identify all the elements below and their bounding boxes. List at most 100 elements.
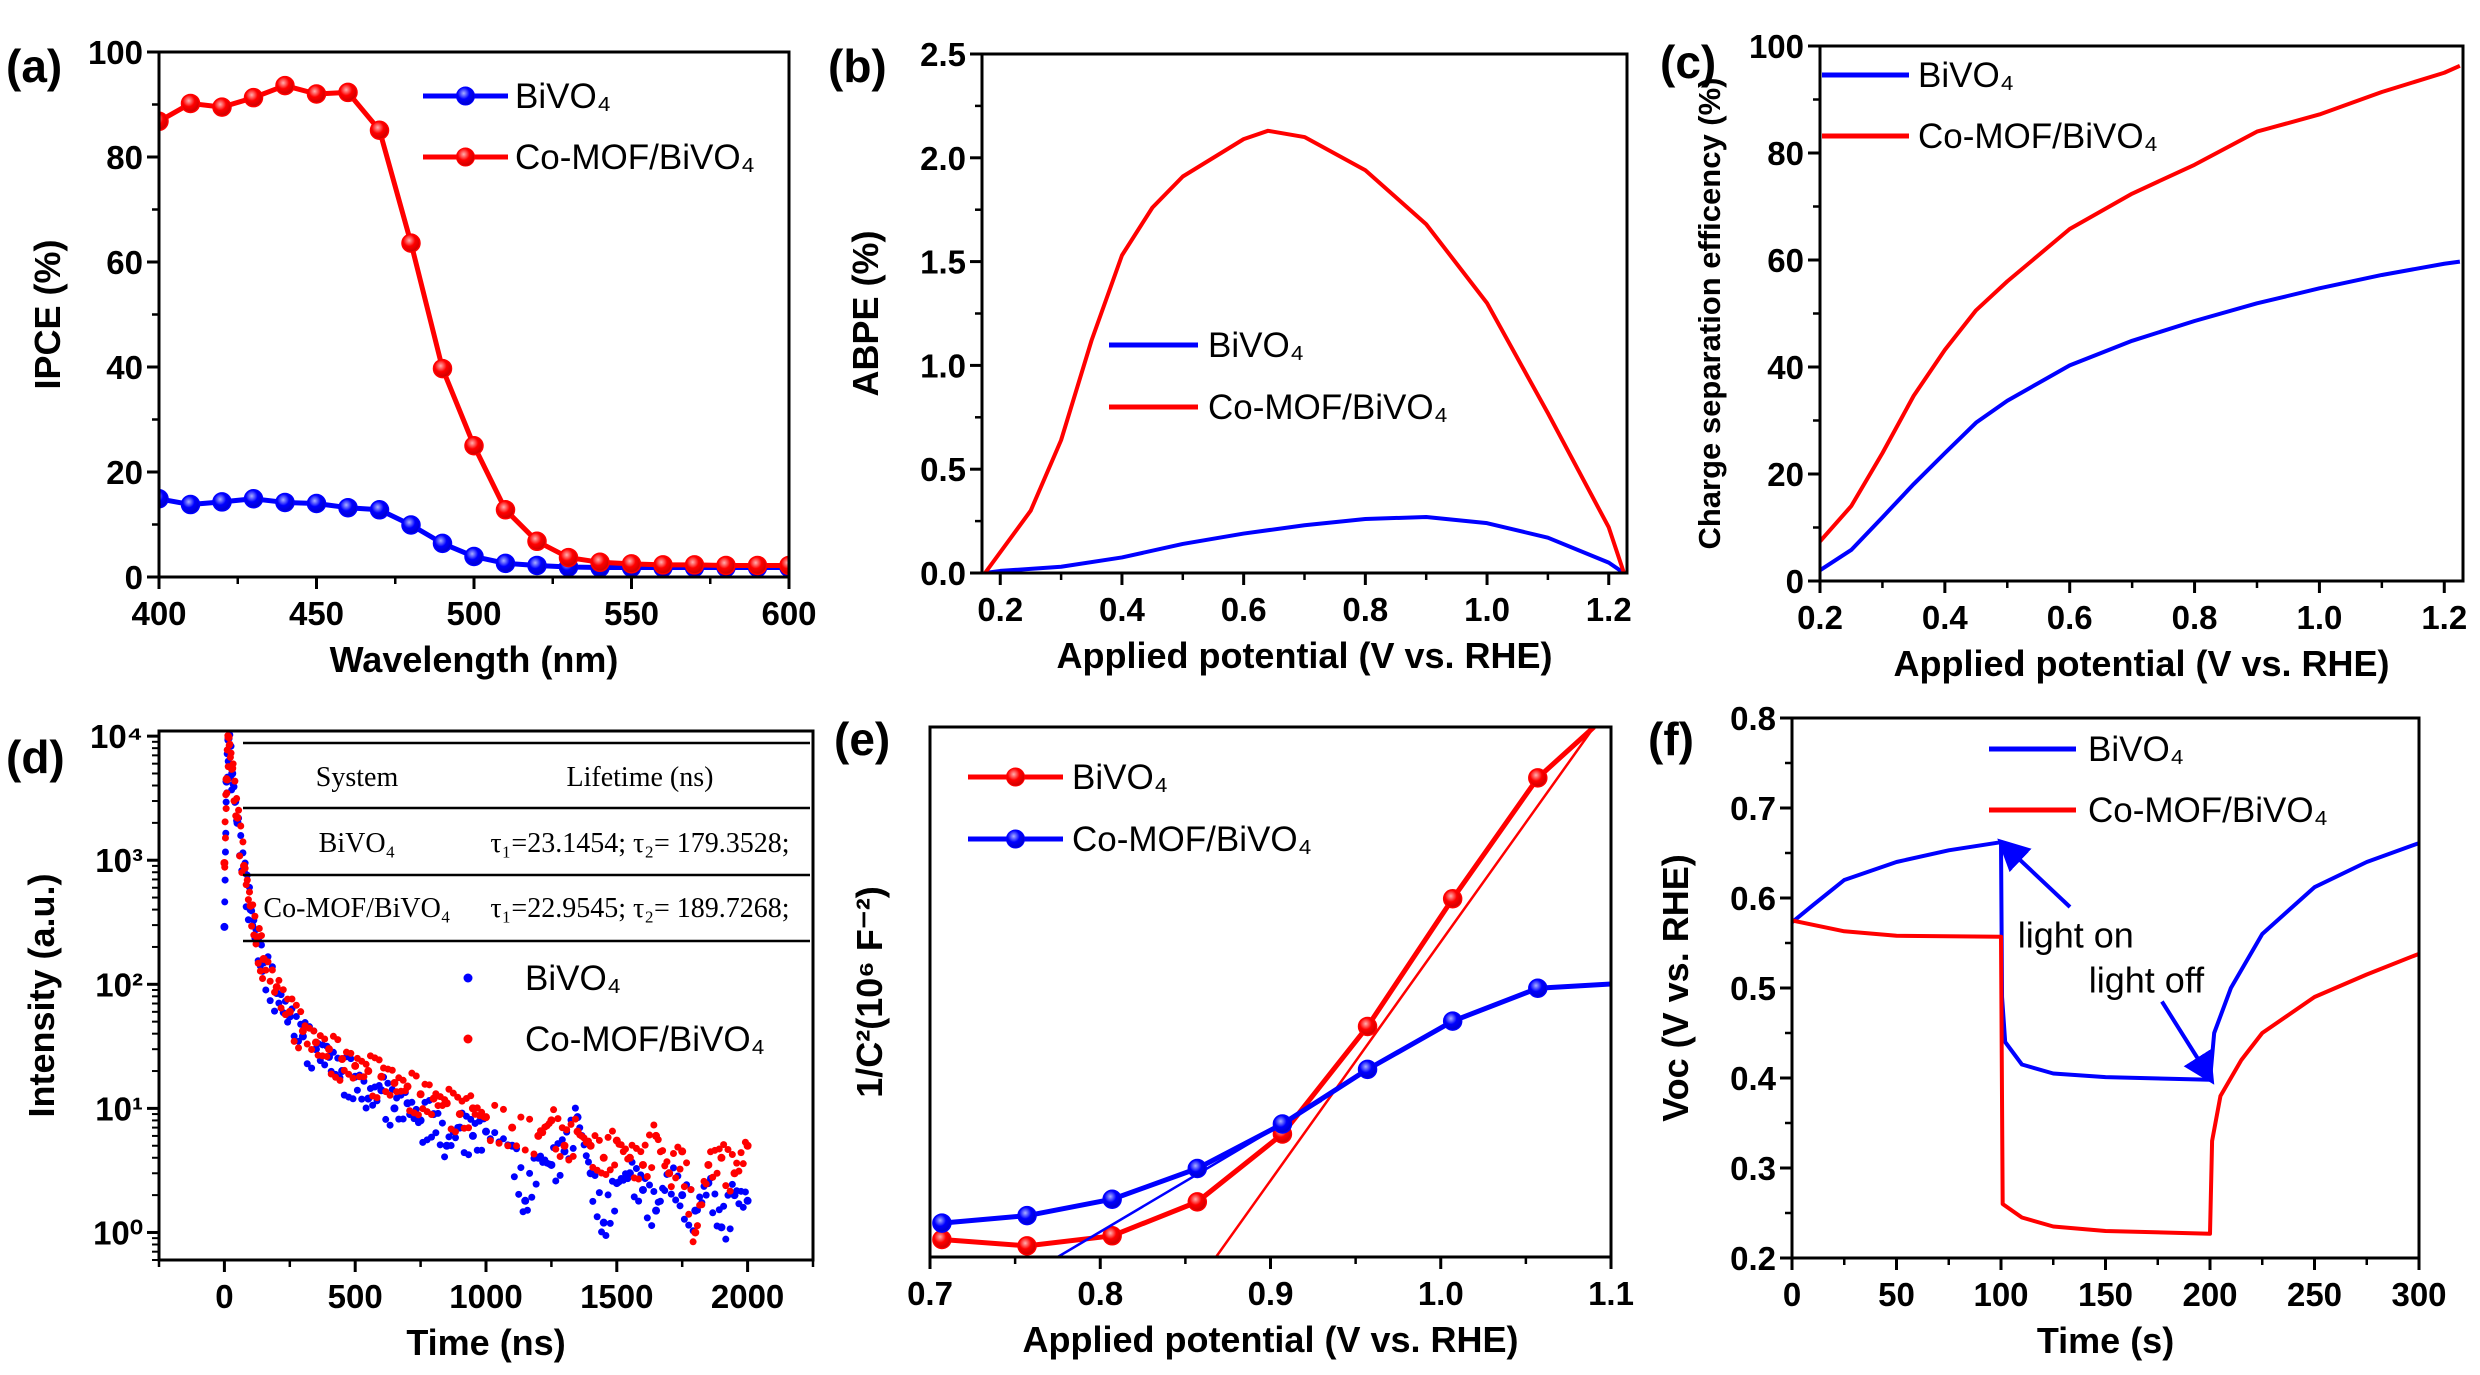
x-tick-label: 550 bbox=[604, 595, 659, 632]
data-point bbox=[739, 1160, 747, 1168]
fit-line bbox=[1215, 727, 1595, 1257]
data-point bbox=[441, 1096, 449, 1104]
data-marker bbox=[1528, 768, 1548, 788]
data-point bbox=[641, 1141, 649, 1149]
data-point bbox=[611, 1161, 619, 1169]
data-marker bbox=[1017, 1236, 1037, 1256]
panel-label: (a) bbox=[6, 40, 62, 92]
legend-marker bbox=[456, 86, 475, 106]
data-point bbox=[248, 922, 256, 930]
data-point bbox=[447, 1141, 455, 1149]
data-point bbox=[499, 1135, 507, 1143]
data-point bbox=[436, 1141, 444, 1149]
x-tick-label: 1.0 bbox=[1418, 1275, 1464, 1312]
data-point bbox=[539, 1129, 547, 1137]
data-point bbox=[271, 988, 279, 996]
annotation-label: light off bbox=[2089, 960, 2205, 1001]
legend: BiVO₄ Co-MOF/BiVO₄ bbox=[1109, 326, 1448, 427]
y-tick-label: 0.7 bbox=[1730, 790, 1776, 827]
data-marker bbox=[716, 555, 736, 576]
legend-marker bbox=[1006, 829, 1025, 849]
data-point bbox=[224, 732, 232, 740]
y-tick-label: 40 bbox=[1767, 349, 1804, 386]
data-point bbox=[249, 901, 257, 909]
data-marker bbox=[212, 97, 232, 117]
data-point bbox=[608, 1127, 616, 1135]
data-marker bbox=[1357, 1016, 1378, 1037]
data-marker bbox=[1187, 1158, 1208, 1179]
chart-panel-a: (a) 400 450 500 550 600 0 20 40 60 80 100 Wavelength… bbox=[6, 34, 817, 680]
series-line bbox=[941, 727, 1596, 1249]
data-point bbox=[693, 1222, 701, 1230]
data-point bbox=[663, 1158, 671, 1166]
y-tick-label: 2.5 bbox=[920, 36, 966, 73]
data-point bbox=[563, 1126, 571, 1134]
data-point bbox=[228, 765, 236, 773]
data-point bbox=[455, 1110, 464, 1119]
data-point bbox=[310, 1027, 318, 1035]
axes-frame bbox=[928, 725, 1613, 1259]
legend-label: BiVO₄ bbox=[1918, 56, 2014, 95]
x-axis-title: Time (ns) bbox=[406, 1322, 565, 1363]
data-point bbox=[622, 1145, 630, 1153]
plot-area bbox=[1820, 63, 2461, 572]
table-cell: τ₁=23.1454; τ₂= 179.3528; bbox=[490, 828, 789, 859]
data-point bbox=[353, 1086, 361, 1094]
x-tick-label: 100 bbox=[1973, 1276, 2028, 1313]
y-tick-label: 60 bbox=[106, 244, 143, 281]
data-point bbox=[428, 1111, 435, 1119]
data-point bbox=[743, 1196, 752, 1205]
data-point bbox=[227, 749, 235, 757]
legend: BiVO₄ Co-MOF/BiVO₄ bbox=[1989, 730, 2328, 830]
data-point bbox=[680, 1215, 688, 1223]
x-tick-label: 1.2 bbox=[1586, 591, 1632, 628]
data-point bbox=[362, 1104, 370, 1112]
data-point bbox=[683, 1159, 691, 1167]
data-point bbox=[347, 1049, 355, 1057]
data-point bbox=[360, 1073, 368, 1081]
data-point bbox=[358, 1095, 366, 1103]
x-tick-label: 0.8 bbox=[1342, 591, 1388, 628]
data-point bbox=[237, 831, 245, 839]
data-point bbox=[593, 1213, 601, 1221]
y-tick-label: 0.5 bbox=[1730, 970, 1776, 1007]
data-marker bbox=[401, 515, 421, 535]
data-point bbox=[259, 975, 267, 983]
data-point bbox=[451, 1128, 459, 1136]
data-marker bbox=[653, 555, 673, 575]
data-point bbox=[237, 822, 245, 830]
y-tick-label: 80 bbox=[1767, 135, 1804, 172]
data-marker bbox=[275, 492, 295, 513]
data-point bbox=[560, 1141, 569, 1150]
legend-swatch bbox=[463, 973, 473, 983]
data-marker bbox=[1017, 1205, 1037, 1226]
data-point bbox=[338, 1055, 347, 1064]
x-tick-label: 1.0 bbox=[2296, 599, 2342, 636]
data-marker bbox=[306, 84, 327, 104]
y-tick-label: 40 bbox=[106, 349, 143, 386]
data-point bbox=[698, 1201, 706, 1209]
data-point bbox=[230, 783, 238, 791]
data-point bbox=[702, 1180, 710, 1188]
data-point bbox=[599, 1218, 608, 1227]
data-point bbox=[239, 838, 247, 846]
y-axis-title: 1/C²(10⁶ F⁻²) bbox=[849, 886, 890, 1098]
data-point bbox=[717, 1153, 726, 1162]
y-tick-label: 0.6 bbox=[1730, 880, 1776, 917]
data-point bbox=[713, 1222, 721, 1230]
data-point bbox=[741, 1188, 749, 1196]
data-point bbox=[465, 1124, 473, 1132]
data-marker bbox=[932, 1213, 952, 1233]
data-marker bbox=[558, 547, 579, 568]
data-point bbox=[735, 1167, 743, 1175]
data-point bbox=[656, 1197, 664, 1205]
data-point bbox=[569, 1144, 577, 1152]
data-point bbox=[325, 1045, 334, 1054]
x-axis-title: Time (s) bbox=[2037, 1320, 2174, 1361]
data-point bbox=[480, 1113, 488, 1121]
plot-area bbox=[159, 75, 789, 577]
data-point bbox=[739, 1203, 747, 1211]
data-point bbox=[369, 1101, 377, 1109]
y-axis-title: ABPE (%) bbox=[845, 230, 886, 396]
y-tick-label: 0.4 bbox=[1730, 1060, 1777, 1097]
